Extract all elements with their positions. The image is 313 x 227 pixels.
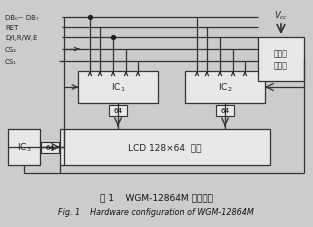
Text: CS₁: CS₁ [5,59,17,65]
Text: RET: RET [5,25,18,31]
Text: 64: 64 [220,108,230,114]
Bar [109,106,127,116]
Text: LCD 128×64  点阵: LCD 128×64 点阵 [128,143,202,152]
Text: CS₂: CS₂ [5,47,17,53]
Text: D/I,R/W,E: D/I,R/W,E [5,35,38,41]
Text: 图 1    WGM-12864M 硬件结构: 图 1 WGM-12864M 硬件结构 [100,193,213,202]
Text: IC$_3$: IC$_3$ [17,141,31,154]
Text: 负压发
生电路: 负压发 生电路 [274,49,288,70]
Text: $V_{cc}$: $V_{cc}$ [274,10,288,22]
Text: IC$_2$: IC$_2$ [218,81,232,94]
Bar [185,72,265,104]
Text: IC$_1$: IC$_1$ [111,81,125,94]
Text: DB₀~ DB₇: DB₀~ DB₇ [5,15,38,21]
Bar [258,38,304,82]
Bar [60,129,270,165]
Text: 64: 64 [113,108,123,114]
Bar [41,142,59,153]
Text: 64: 64 [45,144,55,150]
Bar [216,106,234,116]
Bar [78,72,158,104]
Text: Fig. 1    Hardware configuration of WGM-12864M: Fig. 1 Hardware configuration of WGM-128… [58,207,254,217]
Bar [8,129,40,165]
